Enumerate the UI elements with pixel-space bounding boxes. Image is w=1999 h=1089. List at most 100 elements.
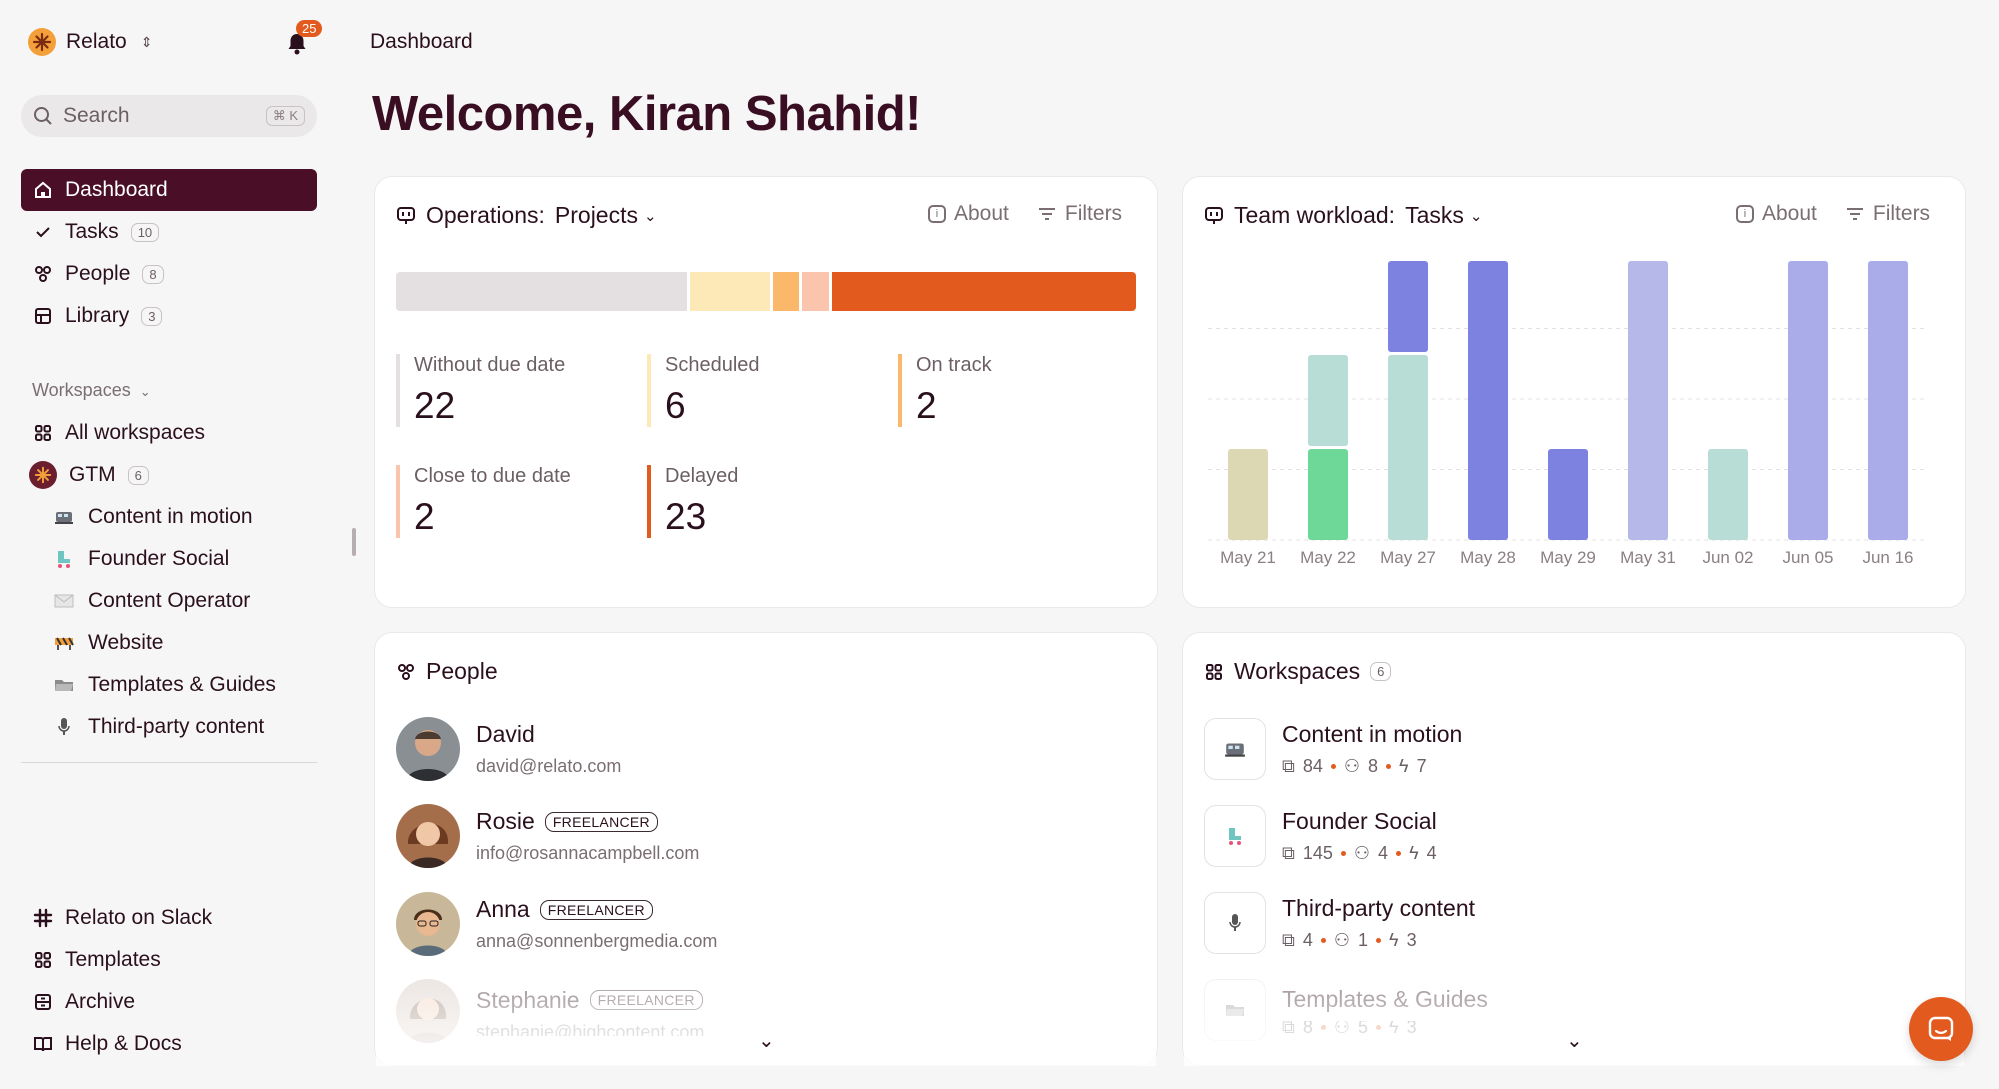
nav-item-archive[interactable]: Archive [21, 981, 317, 1023]
sidebar-resize-handle[interactable] [352, 528, 356, 556]
people-icon [35, 266, 51, 282]
workspace-task-count: 145 [1302, 843, 1333, 863]
bar-jun-05-seg0[interactable] [1788, 261, 1828, 540]
nav-item-help[interactable]: Help & Docs [21, 1023, 317, 1065]
search-placeholder: Search [63, 104, 130, 127]
stat-delayed[interactable]: Delayed 23 [647, 465, 738, 538]
operations-selector[interactable]: Projects ⌄ [555, 202, 657, 229]
bar-may-22-seg0[interactable] [1308, 449, 1348, 540]
notification-count-badge: 25 [296, 20, 323, 37]
chevron-down-icon: ⌄ [644, 207, 657, 225]
members-icon: ⚇ [1353, 843, 1371, 863]
workspace-member-count: 4 [1378, 843, 1389, 863]
workspace-row-content-in-motion[interactable]: Content in motion ⧉ 84 ⚇ 8 ϟ 7 [1204, 718, 1462, 780]
operations-selector-label: Projects [554, 202, 638, 228]
grid-icon [1206, 663, 1222, 680]
nav-item-gtm[interactable]: GTM 6 [21, 454, 317, 496]
stat-scheduled[interactable]: Scheduled 6 [647, 354, 760, 427]
avatar [396, 979, 460, 1043]
workload-actions: i About Filters [1736, 202, 1930, 226]
slack-icon [33, 908, 53, 928]
separator-dot [1340, 851, 1346, 856]
workload-filters-button[interactable]: Filters [1845, 202, 1930, 226]
x-tick-label: Jun 05 [1782, 548, 1833, 567]
workspace-row-templates-guides[interactable]: Templates & Guides ⧉ 8 ⚇ 5 ϟ 3 [1204, 979, 1488, 1041]
stat-label: Without due date [414, 354, 566, 376]
x-tick-label: May 31 [1620, 548, 1676, 567]
bar-may-29-seg0[interactable] [1548, 449, 1588, 540]
stat-on-track[interactable]: On track 2 [898, 354, 992, 427]
nav-item-templates[interactable]: Templates [21, 939, 317, 981]
workspaces-heading: Workspaces [32, 380, 131, 400]
bar-may-21-seg0[interactable] [1228, 449, 1268, 540]
person-row-david[interactable]: David david@relato.com [396, 717, 621, 781]
nav-item-people[interactable]: People 8 [21, 253, 317, 295]
sidebar-item-founder-social[interactable]: Founder Social [21, 538, 317, 580]
workspace-task-count: 8 [1302, 1020, 1313, 1035]
construction-icon [54, 633, 74, 653]
operations-card [374, 176, 1158, 608]
workspaces-scroll-more-icon[interactable]: ⌄ [1566, 1030, 1583, 1052]
nav-item-all-workspaces[interactable]: All workspaces [21, 412, 317, 454]
workspace-switcher[interactable]: Relato ⇕ [28, 28, 152, 56]
workspace-automation-count: 7 [1416, 756, 1427, 776]
nav-label: Help & Docs [65, 1032, 182, 1055]
bar-jun-16-seg0[interactable] [1868, 261, 1908, 540]
sidebar-item-label: Third-party content [88, 715, 265, 738]
sidebar-item-third-party-content[interactable]: Third-party content [21, 706, 317, 748]
search-input[interactable]: Search ⌘ K [21, 95, 317, 137]
person-name: David [476, 721, 535, 747]
grid-icon [35, 425, 51, 441]
stat-value: 2 [414, 496, 435, 537]
library-icon [35, 308, 51, 324]
operations-about-button[interactable]: i About [928, 202, 1009, 226]
person-row-stephanie[interactable]: Stephanie FREELANCER stephanie@highcontent… [396, 979, 704, 1043]
separator-dot [1320, 938, 1326, 943]
people-title: People [426, 658, 498, 684]
footer-nav: Relato on Slack Templates Archive Help &… [21, 897, 317, 1065]
bolt-icon: ϟ [1399, 756, 1409, 776]
nav-label: Dashboard [65, 178, 168, 201]
stat-close-to-due-date[interactable]: Close to due date 2 [396, 465, 571, 538]
filters-label: Filters [1872, 202, 1931, 225]
bar-may-22-seg1[interactable] [1308, 355, 1348, 446]
stat-without-due-date[interactable]: Without due date 22 [396, 354, 565, 427]
sidebar-item-website[interactable]: Website [21, 622, 317, 664]
sidebar-item-content-operator[interactable]: Content Operator [21, 580, 317, 622]
workspace-row-founder-social[interactable]: Founder Social ⧉ 145 ⚇ 4 ϟ 4 [1204, 805, 1437, 867]
page-title: Welcome, Kiran Shahid! [372, 87, 921, 141]
nav-item-dashboard[interactable]: Dashboard [21, 169, 317, 211]
nav-item-library[interactable]: Library 3 [21, 295, 317, 337]
people-scroll-more-icon[interactable]: ⌄ [758, 1030, 775, 1052]
nav-label: People [65, 262, 131, 285]
bar-jun-02-seg0[interactable] [1708, 449, 1748, 540]
support-chat-button[interactable] [1909, 997, 1973, 1061]
person-row-rosie[interactable]: Rosie FREELANCER info@rosannacampbell.com [396, 804, 699, 868]
nav-item-slack[interactable]: Relato on Slack [21, 897, 317, 939]
bar-may-27-seg1[interactable] [1388, 261, 1428, 352]
bar-may-31-seg0[interactable] [1628, 261, 1668, 540]
workload-about-button[interactable]: i About [1736, 202, 1817, 226]
avatar [396, 717, 460, 781]
main-nav: Dashboard Tasks 10 People 8 Library 3 [21, 169, 317, 337]
folder-icon [1204, 979, 1266, 1041]
workspace-row-third-party-content[interactable]: Third-party content ⧉ 4 ⚇ 1 ϟ 3 [1204, 892, 1475, 954]
bar-may-27-seg0[interactable] [1388, 355, 1428, 540]
person-email: info@rosannacampbell.com [476, 843, 700, 863]
workload-selector[interactable]: Tasks ⌄ [1405, 202, 1482, 229]
nav-item-tasks[interactable]: Tasks 10 [21, 211, 317, 253]
x-tick-label: May 29 [1540, 548, 1596, 567]
chart-icon [397, 206, 415, 224]
workspaces-section-toggle[interactable]: Workspaces ⌄ [32, 380, 151, 401]
sidebar-item-templates-guides[interactable]: Templates & Guides [21, 664, 317, 706]
person-row-anna[interactable]: Anna FREELANCER anna@sonnenbergmedia.com [396, 892, 717, 956]
sidebar-item-content-in-motion[interactable]: Content in motion [21, 496, 317, 538]
chevron-down-icon: ⌄ [1469, 207, 1483, 225]
bar-may-28-seg0[interactable] [1468, 261, 1508, 540]
stat-label: On track [916, 354, 992, 376]
notifications-button[interactable]: 25 [282, 20, 323, 58]
separator-dot [1330, 764, 1336, 769]
operations-filters-button[interactable]: Filters [1037, 202, 1122, 226]
relato-logo-icon [28, 28, 56, 56]
microphone-icon [1204, 892, 1266, 954]
